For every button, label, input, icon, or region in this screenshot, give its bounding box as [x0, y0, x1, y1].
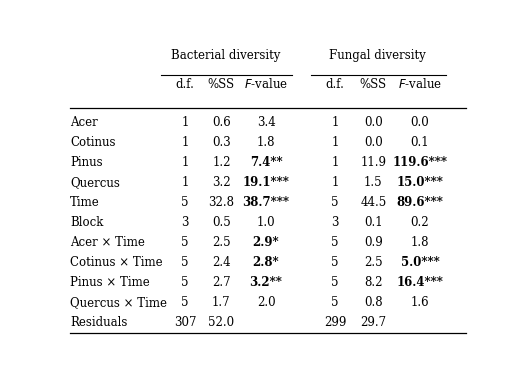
Text: Block: Block: [70, 216, 104, 229]
Text: 1: 1: [331, 156, 338, 169]
Text: $\mathit{F}$-value: $\mathit{F}$-value: [244, 78, 288, 92]
Text: 3: 3: [331, 216, 339, 229]
Text: 52.0: 52.0: [208, 316, 234, 329]
Text: 2.4: 2.4: [212, 256, 231, 269]
Text: 1: 1: [331, 136, 338, 149]
Text: 5.0***: 5.0***: [401, 256, 439, 269]
Text: Fungal diversity: Fungal diversity: [329, 49, 426, 62]
Text: 0.6: 0.6: [212, 116, 231, 129]
Text: 2.8*: 2.8*: [253, 256, 279, 269]
Text: 1: 1: [181, 136, 189, 149]
Text: 0.0: 0.0: [364, 136, 383, 149]
Text: 1: 1: [331, 116, 338, 129]
Text: d.f.: d.f.: [325, 78, 344, 92]
Text: 0.1: 0.1: [364, 216, 383, 229]
Text: 0.0: 0.0: [364, 116, 383, 129]
Text: 11.9: 11.9: [360, 156, 386, 169]
Text: Pinus × Time: Pinus × Time: [70, 276, 150, 289]
Text: 5: 5: [181, 236, 189, 249]
Text: 5: 5: [181, 296, 189, 309]
Text: 0.8: 0.8: [364, 296, 383, 309]
Text: %SS: %SS: [360, 78, 387, 92]
Text: 0.0: 0.0: [411, 116, 429, 129]
Text: Quercus × Time: Quercus × Time: [70, 296, 167, 309]
Text: Cotinus × Time: Cotinus × Time: [70, 256, 163, 269]
Text: 0.9: 0.9: [364, 236, 383, 249]
Text: 1: 1: [181, 156, 189, 169]
Text: 2.9*: 2.9*: [253, 236, 279, 249]
Text: 5: 5: [331, 296, 339, 309]
Text: 8.2: 8.2: [364, 276, 383, 289]
Text: 0.2: 0.2: [411, 216, 429, 229]
Text: 7.4**: 7.4**: [249, 156, 282, 169]
Text: 15.0***: 15.0***: [396, 176, 444, 189]
Text: 5: 5: [181, 256, 189, 269]
Text: Acer: Acer: [70, 116, 98, 129]
Text: $\mathit{F}$-value: $\mathit{F}$-value: [398, 78, 442, 92]
Text: 5: 5: [331, 236, 339, 249]
Text: 38.7***: 38.7***: [243, 196, 290, 209]
Text: 1: 1: [181, 116, 189, 129]
Text: 1: 1: [331, 176, 338, 189]
Text: 89.6***: 89.6***: [396, 196, 444, 209]
Text: 1.8: 1.8: [257, 136, 275, 149]
Text: 3.2**: 3.2**: [249, 276, 282, 289]
Text: 16.4***: 16.4***: [396, 276, 444, 289]
Text: 1: 1: [181, 176, 189, 189]
Text: 5: 5: [181, 196, 189, 209]
Text: 0.1: 0.1: [411, 136, 429, 149]
Text: 299: 299: [324, 316, 346, 329]
Text: Quercus: Quercus: [70, 176, 120, 189]
Text: Pinus: Pinus: [70, 156, 103, 169]
Text: 119.6***: 119.6***: [393, 156, 448, 169]
Text: 5: 5: [331, 196, 339, 209]
Text: 1.0: 1.0: [257, 216, 275, 229]
Text: 2.0: 2.0: [257, 296, 275, 309]
Text: Acer × Time: Acer × Time: [70, 236, 145, 249]
Text: 5: 5: [331, 256, 339, 269]
Text: Bacterial diversity: Bacterial diversity: [171, 49, 280, 62]
Text: 307: 307: [174, 316, 196, 329]
Text: Residuals: Residuals: [70, 316, 128, 329]
Text: 44.5: 44.5: [360, 196, 386, 209]
Text: 3.4: 3.4: [257, 116, 276, 129]
Text: 2.5: 2.5: [212, 236, 231, 249]
Text: 3.2: 3.2: [212, 176, 231, 189]
Text: 0.3: 0.3: [212, 136, 231, 149]
Text: 2.7: 2.7: [212, 276, 231, 289]
Text: 1.6: 1.6: [411, 296, 429, 309]
Text: 3: 3: [181, 216, 189, 229]
Text: %SS: %SS: [208, 78, 235, 92]
Text: 19.1***: 19.1***: [243, 176, 289, 189]
Text: 5: 5: [181, 276, 189, 289]
Text: d.f.: d.f.: [176, 78, 195, 92]
Text: 29.7: 29.7: [360, 316, 386, 329]
Text: 5: 5: [331, 276, 339, 289]
Text: 0.5: 0.5: [212, 216, 231, 229]
Text: 1.8: 1.8: [411, 236, 429, 249]
Text: Cotinus: Cotinus: [70, 136, 116, 149]
Text: 2.5: 2.5: [364, 256, 383, 269]
Text: 1.7: 1.7: [212, 296, 231, 309]
Text: 1.5: 1.5: [364, 176, 383, 189]
Text: 32.8: 32.8: [209, 196, 234, 209]
Text: Time: Time: [70, 196, 100, 209]
Text: 1.2: 1.2: [212, 156, 231, 169]
